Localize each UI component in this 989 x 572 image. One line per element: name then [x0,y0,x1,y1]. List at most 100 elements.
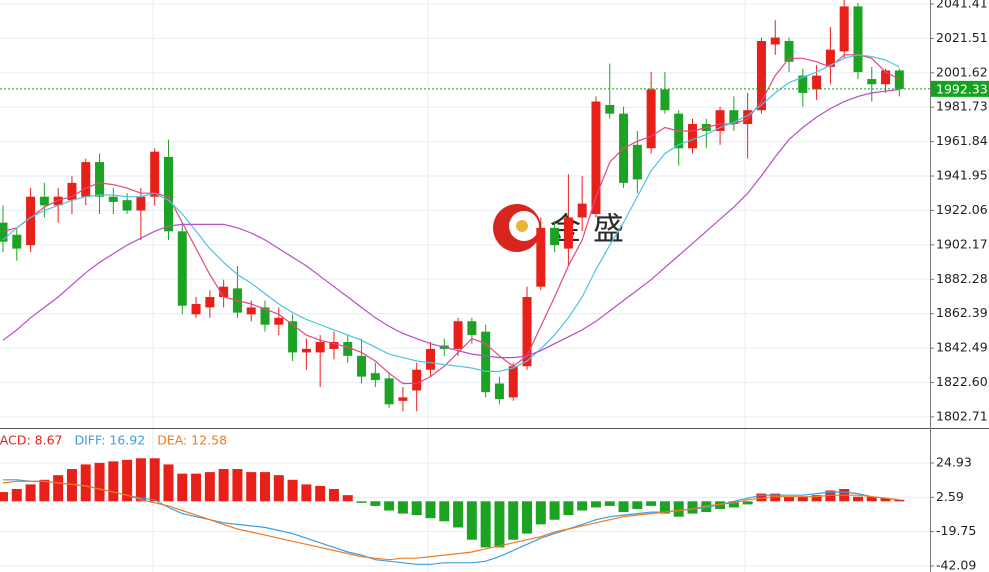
candle-body [839,6,849,52]
legend-entry: MACD: 8.67 [0,433,63,448]
candle-body [756,41,766,111]
candle-body [246,307,256,315]
candle-body [53,196,63,206]
macd-bar [11,489,22,502]
candle-body [412,369,422,391]
candle-body [812,75,822,90]
macd-bar [811,495,822,502]
macd-bar [880,498,891,502]
macd-bar [273,475,284,502]
macd-line [2,480,900,561]
macd-bar [204,472,215,502]
macd-bar [135,458,146,502]
macd-bar [122,459,133,502]
macd-bar [715,501,726,509]
macd-bar [646,501,657,506]
macd-bar [260,472,271,502]
y-tick-label: -42.09 [936,557,976,572]
current-price-label: 1992.33 [936,81,988,96]
candle-body [12,234,22,249]
watermark-logo-dot [516,220,528,232]
candle-body [191,303,201,315]
macd-bar [632,501,643,509]
y-tick-label: 1842.49 [936,340,988,355]
macd-bar [453,501,464,528]
macd-bar [673,501,684,517]
watermark-text: 金盛 [550,212,636,248]
macd-bar [232,469,243,502]
macd-bar [618,501,629,513]
macd-bar [728,501,739,508]
candle-body [853,6,863,73]
candle-body [784,41,794,62]
candle-body [122,200,132,211]
y-tick-label: 1941.95 [936,168,988,183]
macd-bar [80,464,91,502]
candle-body [536,227,546,287]
y-tick-label: 1802.71 [936,408,988,423]
macd-bar [66,469,77,502]
macd-bar [384,501,395,511]
macd-bar [742,501,753,505]
macd-bar [191,473,202,502]
candle-body [398,397,408,401]
macd-bar [342,495,353,502]
y-tick-label: 24.93 [936,454,972,469]
macd-bar [770,493,781,502]
macd-bar [563,501,574,516]
candle-body [770,37,780,45]
legend-entry: DIFF: 16.92 [75,433,146,448]
macd-bar [590,501,601,508]
candle-body [219,286,229,298]
candle-body [563,217,573,249]
y-tick-label: 1981.73 [936,99,988,114]
macd-bar [411,501,422,516]
macd-bar [784,496,795,502]
macd-bar [522,501,533,534]
macd-bar [508,501,519,540]
y-tick-label: 1902.17 [936,236,988,251]
macd-bar [466,501,477,540]
macd-bar [163,464,174,502]
candle-body [315,342,325,353]
candle-body [81,162,91,197]
macd-bar [604,501,615,506]
candle-body [798,75,808,93]
macd-bar [425,501,436,519]
macd-bar [687,501,698,514]
moving-average-line [2,88,900,359]
y-tick-label: 2001.62 [936,64,988,79]
candle-body [550,227,560,246]
candle-body [632,144,642,180]
macd-bar [852,496,863,502]
macd-bar [0,492,8,502]
candle-body [660,89,670,111]
y-tick-label: 1922.06 [936,202,988,217]
y-tick-label: 2041.41 [936,0,988,10]
candle-body [301,348,311,353]
macd-bar [825,490,836,502]
macd-bar [39,479,50,502]
candle-body [867,79,877,85]
y-tick-label: 1961.84 [936,133,988,148]
candle-body [26,196,36,246]
macd-bar [315,485,326,502]
candle-body [591,101,601,214]
macd-bar [328,489,339,502]
candle-body [605,105,615,114]
candle-body [205,297,215,308]
candle-body [329,342,339,349]
candle-body [743,110,753,125]
macd-bar [797,496,808,502]
legend-entry: DEA: 12.58 [157,433,227,448]
macd-bar [246,472,257,502]
candle-body [467,321,477,336]
candle-body [894,70,904,89]
candle-body [136,196,146,211]
macd-bar [494,501,505,548]
macd-line [3,479,900,565]
candle-body [163,156,173,232]
macd-bar [549,501,560,520]
